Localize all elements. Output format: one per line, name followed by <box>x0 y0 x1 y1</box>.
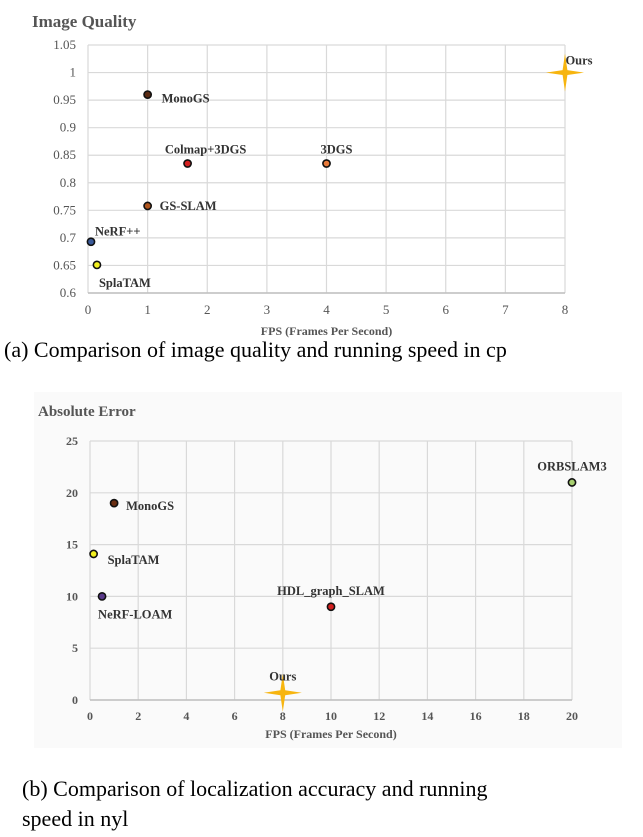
data-label-orbslam3: ORBSLAM3 <box>537 459 606 473</box>
x-tick-label: 2 <box>204 302 211 317</box>
data-label-colmap-3dgs: Colmap+3DGS <box>165 142 246 156</box>
x-tick-label: 16 <box>470 709 482 723</box>
chart-title: Image Quality <box>32 12 137 31</box>
x-tick-label: 10 <box>325 709 337 723</box>
caption-a: (a) Comparison of image quality and runn… <box>4 337 507 362</box>
y-tick-label: 0.6 <box>60 285 77 300</box>
x-tick-label: 4 <box>323 302 330 317</box>
data-label-nerf-: NeRF++ <box>95 225 140 239</box>
chart-b-background <box>34 392 622 748</box>
y-tick-label: 0.85 <box>53 147 76 162</box>
data-label-splatam: SplaTAM <box>99 276 151 290</box>
y-tick-label: 0.75 <box>53 202 76 217</box>
y-tick-label: 0.7 <box>60 230 77 245</box>
data-point-monogs <box>109 498 119 508</box>
caption-b-line1: (b) Comparison of localization accuracy … <box>22 776 488 801</box>
data-point-star-ours <box>263 673 302 712</box>
data-label-splatam: SplaTAM <box>108 553 160 567</box>
x-tick-label: 20 <box>566 709 578 723</box>
y-tick-label: 10 <box>66 589 78 603</box>
data-point-hdl-graph-slam <box>326 602 336 612</box>
data-point-star-ours <box>546 53 584 92</box>
y-tick-label: 0.95 <box>53 92 76 107</box>
x-tick-label: 12 <box>373 709 385 723</box>
caption-b-line2: speed in nyl <box>22 806 128 831</box>
x-tick-label: 0 <box>87 709 93 723</box>
y-tick-label: 5 <box>72 641 78 655</box>
y-tick-label: 20 <box>66 486 78 500</box>
data-point-3dgs <box>322 159 331 168</box>
data-point-colmap-3dgs <box>183 159 192 168</box>
x-tick-label: 14 <box>421 709 433 723</box>
data-point-gs-slam <box>143 201 153 211</box>
data-point-nerf-loam <box>97 592 107 601</box>
x-tick-label: 2 <box>135 709 141 723</box>
data-point-splatam <box>89 549 99 559</box>
x-tick-label: 4 <box>183 709 189 723</box>
data-label-monogs: MonoGS <box>126 499 174 513</box>
data-point-splatam <box>92 260 102 270</box>
y-tick-label: 1.05 <box>53 37 76 52</box>
x-tick-label: 7 <box>502 302 509 317</box>
data-label-ours: Ours <box>565 54 592 68</box>
y-tick-label: 15 <box>66 538 78 552</box>
x-tick-label: 6 <box>443 302 450 317</box>
x-axis-label: FPS (Frames Per Second) <box>265 727 396 741</box>
y-tick-label: 0 <box>72 693 78 707</box>
x-axis-label: FPS (Frames Per Second) <box>261 324 392 338</box>
y-tick-label: 1 <box>70 65 77 80</box>
x-tick-label: 8 <box>280 709 286 723</box>
x-tick-label: 3 <box>264 302 271 317</box>
y-tick-label: 0.8 <box>60 175 76 190</box>
data-label-gs-slam: GS-SLAM <box>160 199 217 213</box>
data-label-hdl-graph-slam: HDL_graph_SLAM <box>277 584 385 598</box>
x-tick-label: 1 <box>144 302 151 317</box>
data-point-nerf- <box>86 237 96 247</box>
y-tick-label: 25 <box>66 434 78 448</box>
data-label-monogs: MonoGS <box>162 92 210 106</box>
chart-absolute-error: Absolute Error 0 2 4 6 8 10 12 14 16 18 20 0 5 10 15 20 2… <box>38 404 607 741</box>
x-tick-label: 6 <box>232 709 238 723</box>
y-tick-label: 0.65 <box>53 257 76 272</box>
data-label-ours: Ours <box>269 670 296 684</box>
chart-image-quality: Image Quality 0 1 2 3 4 5 6 7 8 0.6 0.65 0.7 0.75 0.8 0… <box>32 12 593 338</box>
data-point-orbslam3 <box>567 478 577 487</box>
data-point-monogs <box>143 90 153 99</box>
data-label-3dgs: 3DGS <box>321 142 353 156</box>
data-label-nerf-loam: NeRF-LOAM <box>98 607 172 621</box>
x-tick-label: 0 <box>85 302 92 317</box>
y-tick-label: 0.9 <box>60 120 76 135</box>
x-tick-label: 8 <box>562 302 569 317</box>
x-tick-label: 18 <box>518 709 530 723</box>
x-tick-label: 5 <box>383 302 390 317</box>
chart-title: Absolute Error <box>38 404 136 420</box>
